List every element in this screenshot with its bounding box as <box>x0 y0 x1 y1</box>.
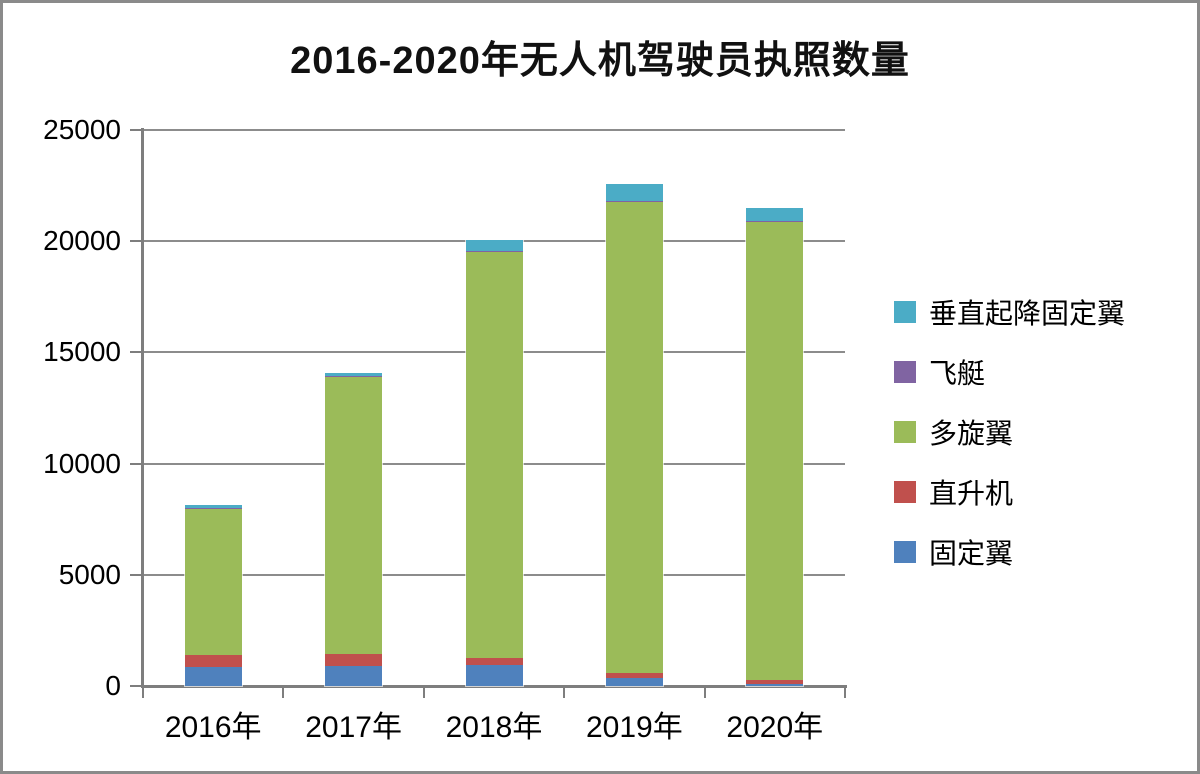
plot-area: 0 5000 10000 15000 20000 25000 2016年 2017年 2018年… <box>3 3 1197 771</box>
x-axis-tick-label: 2018年 <box>445 711 543 744</box>
x-axis-tick <box>563 687 566 698</box>
x-axis-tick-label: 2019年 <box>586 711 683 744</box>
x-axis-tick <box>844 687 846 698</box>
y-axis-tick <box>130 240 143 243</box>
y-axis-tick-label: 25000 <box>43 114 121 145</box>
bar-segment-vtol-fixed-wing <box>746 207 804 222</box>
bar-segment-vtol-fixed-wing <box>465 240 523 251</box>
y-axis-tick-label: 5000 <box>58 558 121 590</box>
y-axis-tick <box>130 462 143 465</box>
bar-segment-helicopter <box>184 654 242 668</box>
legend-item-fixed-wing: 固定翼 <box>894 522 1125 582</box>
y-axis-tick-label: 10000 <box>43 447 121 479</box>
bar-segment-multi-rotor <box>184 508 242 655</box>
bar-segment-vtol-fixed-wing <box>325 373 383 377</box>
x-axis-tick-label: 2017年 <box>305 711 402 744</box>
legend-label-helicopter: 直升机 <box>929 478 1014 509</box>
bar-segment-vtol-fixed-wing <box>605 184 663 202</box>
chart-title: 2016-2020年无人机驾驶员执照数量 <box>290 40 910 82</box>
bar-segment-helicopter <box>465 657 523 665</box>
y-axis-line <box>141 128 144 688</box>
bar-segment-vtol-fixed-wing <box>184 504 242 508</box>
legend-label-airship: 飞艇 <box>929 358 986 389</box>
bar-segment-multi-rotor <box>746 221 804 680</box>
legend-item-airship: 飞艇 <box>894 342 1125 402</box>
legend-swatch-fixed-wing <box>894 541 916 563</box>
legend-label-multi-rotor: 多旋翼 <box>929 418 1014 449</box>
legend-item-vtol-fixed-wing: 垂直起降固定翼 <box>894 282 1125 342</box>
bar-segment-helicopter <box>746 679 804 685</box>
bar-segment-helicopter <box>325 654 383 666</box>
bar-segment-fixed-wing <box>465 664 523 686</box>
bar-segment-fixed-wing <box>325 665 383 686</box>
y-axis-tick <box>130 351 143 354</box>
legend-swatch-multi-rotor <box>894 421 916 443</box>
y-axis-tick <box>130 129 143 131</box>
x-axis-tick <box>703 687 706 698</box>
x-axis-line <box>141 685 847 688</box>
y-axis-tick-label: 15000 <box>43 336 121 368</box>
bar-segment-multi-rotor <box>605 201 663 674</box>
legend: 垂直起降固定翼 飞艇多旋翼直升机固定翼 <box>894 282 1125 582</box>
x-axis-tick <box>422 687 425 698</box>
bar-segment-multi-rotor <box>465 250 523 658</box>
legend-swatch-vtol-fixed-wing <box>894 301 916 323</box>
x-axis-tick <box>142 687 144 698</box>
legend-swatch-airship <box>894 361 916 383</box>
x-axis-tick-label: 2020年 <box>726 711 824 744</box>
legend-swatch-helicopter <box>894 481 916 503</box>
bar-segment-fixed-wing <box>746 684 804 686</box>
y-axis-tick <box>130 685 143 687</box>
y-axis-tick-label: 0 <box>105 670 121 701</box>
legend-label-fixed-wing: 固定翼 <box>929 538 1014 569</box>
bar-segment-multi-rotor <box>325 376 383 655</box>
legend-item-multi-rotor: 多旋翼 <box>894 402 1125 462</box>
x-axis-tick <box>282 687 285 698</box>
legend-item-helicopter: 直升机 <box>894 462 1125 522</box>
bar-segment-helicopter <box>605 673 663 679</box>
bar-segment-fixed-wing <box>184 667 242 686</box>
bar-segment-fixed-wing <box>605 678 663 686</box>
legend-label-vtol-fixed-wing: 垂直起降固定翼 <box>929 298 1126 329</box>
gridline <box>143 129 845 131</box>
x-axis-tick-label: 2016年 <box>164 711 262 744</box>
y-axis-tick <box>130 573 143 576</box>
y-axis-tick-label: 20000 <box>43 225 121 257</box>
